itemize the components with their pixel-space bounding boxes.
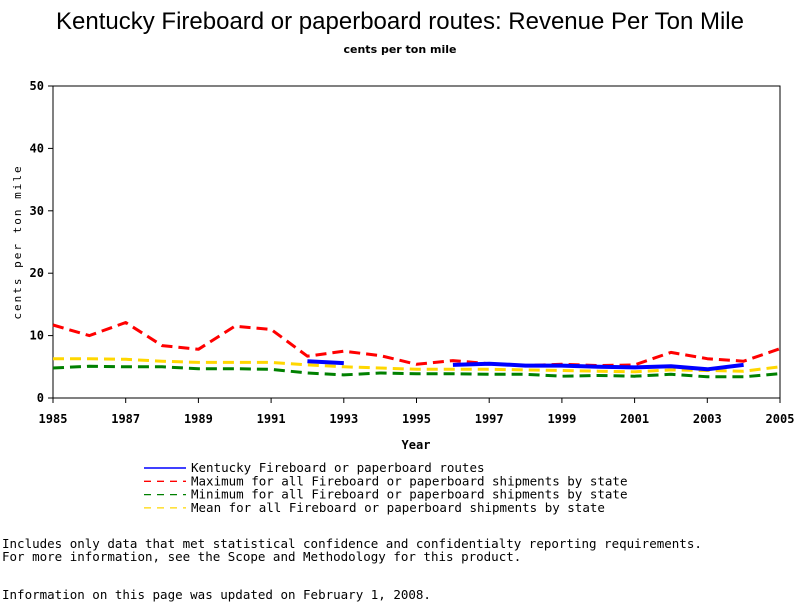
chart-subtitle: cents per ton mile: [343, 43, 457, 56]
series-line-1-0: [52, 321, 781, 368]
legend: Kentucky Fireboard or paperboard routesM…: [144, 460, 628, 515]
x-tick-label-3: 1991: [257, 412, 286, 426]
series-line-3-0: [53, 357, 781, 374]
y-tick-label-5: 50: [30, 79, 44, 93]
y-tick-label-1: 10: [30, 329, 44, 343]
legend-label-2: Minimum for all Fireboard or paperboard …: [191, 487, 628, 502]
axes: 0 10 20 30 40 50 1985 1987 1989 1991 1993 1995 1997 1…: [30, 79, 795, 426]
y-tick-label-4: 40: [30, 141, 44, 155]
footnote-methodology: For more information, see the Scope and …: [2, 549, 522, 564]
x-tick-label-7: 1999: [547, 412, 576, 426]
footnote-confidence: Includes only data that met statistical …: [2, 536, 702, 551]
y-tick-label-0: 0: [37, 391, 44, 405]
legend-label-3: Mean for all Fireboard or paperboard shi…: [191, 500, 605, 515]
y-axis-label: cents per ton mile: [11, 164, 24, 319]
x-tick-label-8: 2001: [620, 412, 649, 426]
series-line-0-0: [307, 359, 344, 366]
x-tick-label-10: 2005: [766, 412, 795, 426]
series-layer: [52, 321, 781, 379]
series-line-0-1: [452, 361, 744, 372]
legend-label-0: Kentucky Fireboard or paperboard routes: [191, 460, 485, 475]
x-tick-label-6: 1997: [475, 412, 504, 426]
y-tick-label-2: 20: [30, 266, 44, 280]
y-tick-label-3: 30: [30, 204, 44, 218]
x-tick-label-5: 1995: [402, 412, 431, 426]
x-tick-label-2: 1989: [184, 412, 213, 426]
legend-label-1: Maximum for all Fireboard or paperboard …: [191, 473, 628, 488]
x-tick-label-9: 2003: [693, 412, 722, 426]
series-line-2-0: [52, 364, 781, 379]
x-tick-label-4: 1993: [329, 412, 358, 426]
chart-title: Kentucky Fireboard or paperboard routes:…: [56, 8, 744, 35]
x-tick-label-1: 1987: [111, 412, 140, 426]
x-axis-label: Year: [402, 438, 431, 452]
footnote-updated: Information on this page was updated on …: [2, 587, 431, 602]
x-tick-label-0: 1985: [39, 412, 68, 426]
